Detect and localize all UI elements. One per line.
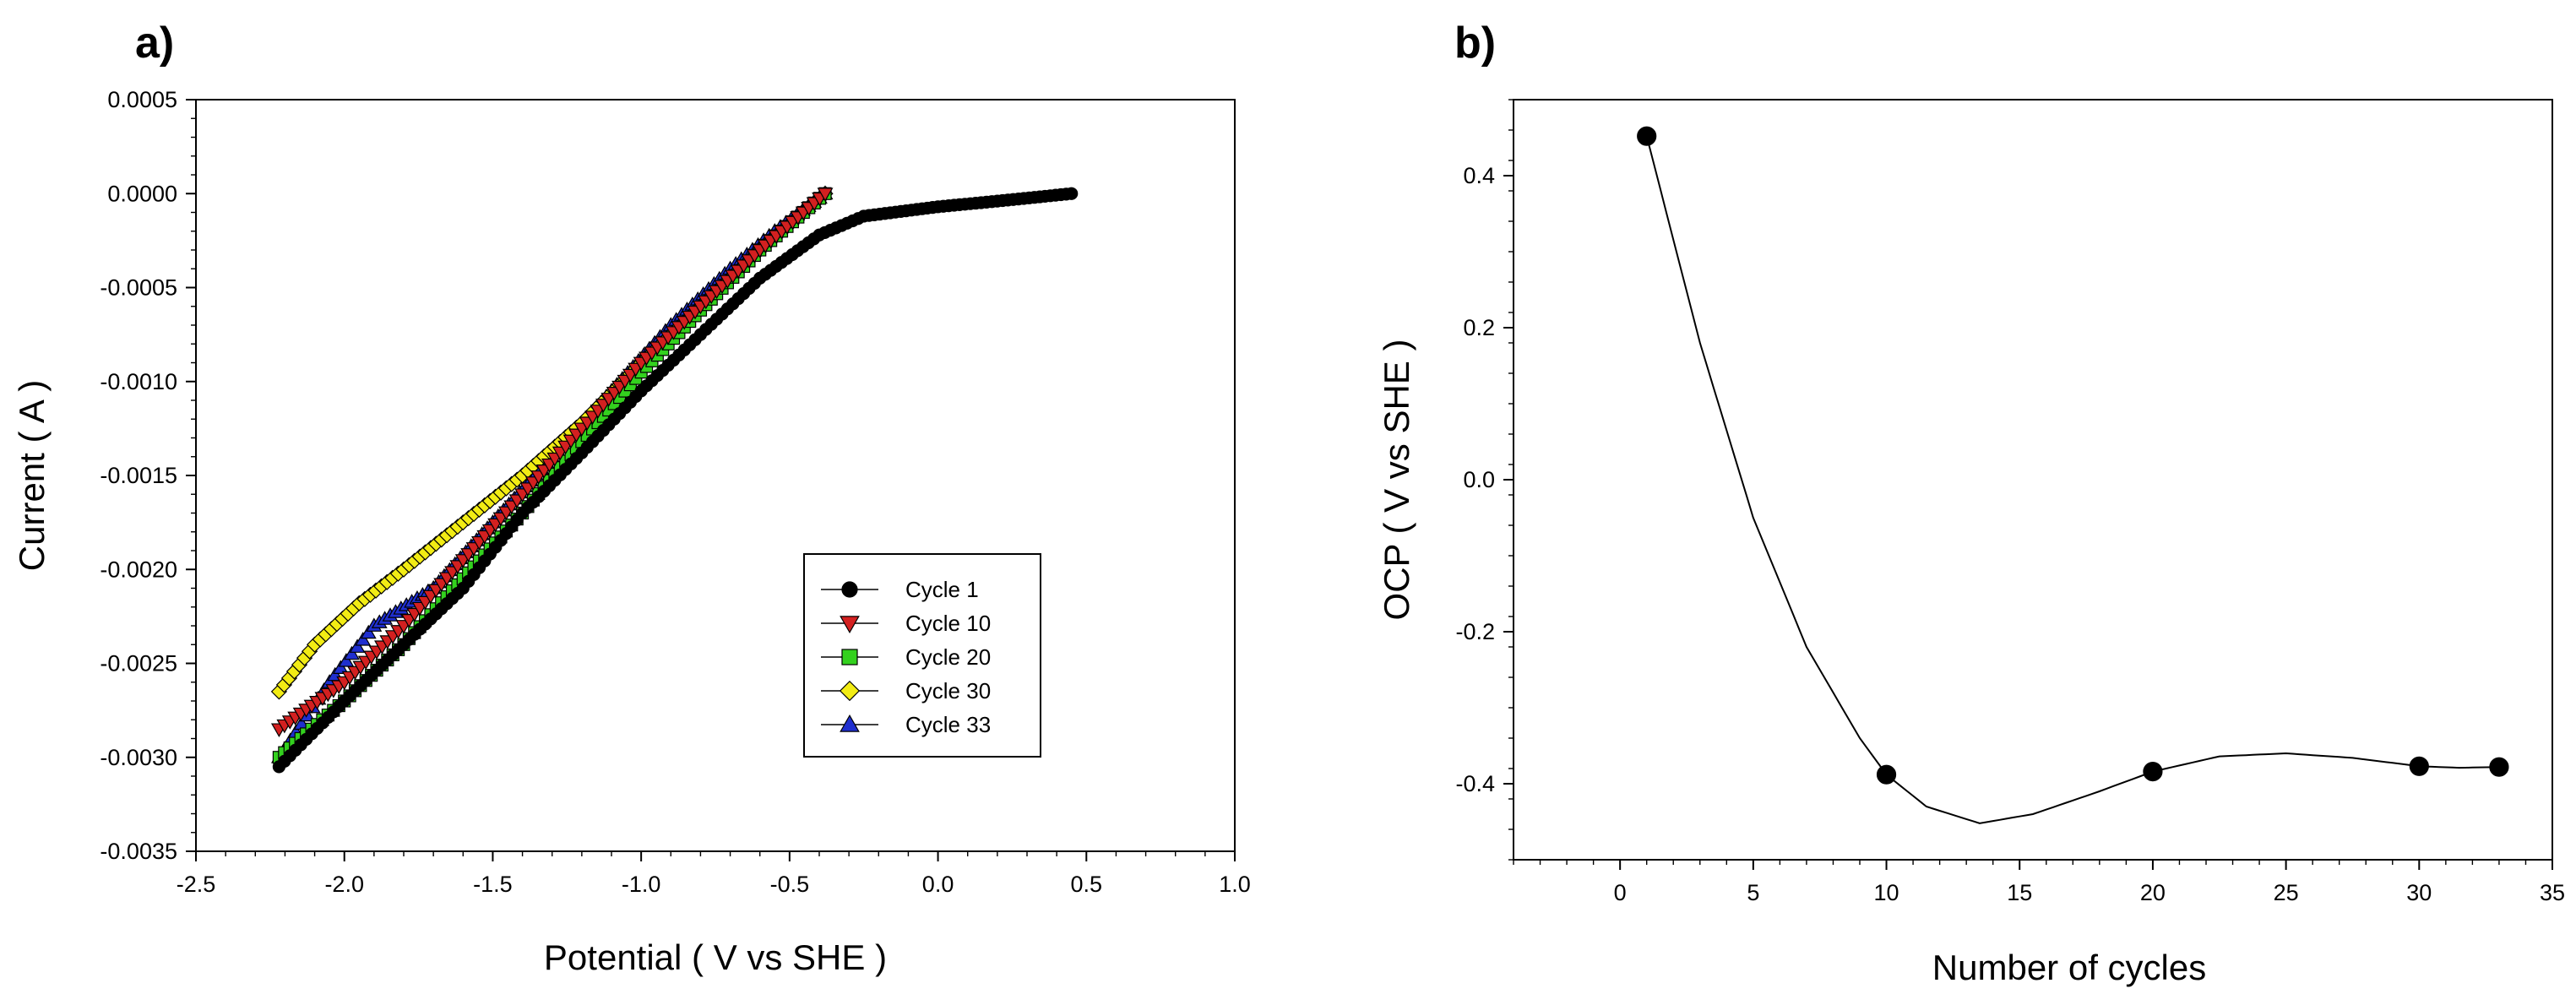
legend-label: Cycle 30 xyxy=(905,678,991,704)
b-y-tick-label: -0.2 xyxy=(1455,619,1495,644)
data-point xyxy=(1876,764,1897,785)
panel-b-label: b) xyxy=(1454,19,1496,68)
data-point xyxy=(355,632,372,646)
data-point xyxy=(360,624,377,639)
legend-item: Cycle 30 xyxy=(821,678,991,704)
a-x-tick-label: -2.0 xyxy=(324,872,364,897)
a-x-axis-title: Potential ( V vs SHE ) xyxy=(544,937,887,977)
data-point xyxy=(1065,187,1079,200)
legend-label: Cycle 1 xyxy=(905,577,979,602)
a-x-tick-label: 0.0 xyxy=(922,872,954,897)
a-y-tick-label: -0.0025 xyxy=(100,651,177,676)
data-point xyxy=(2409,756,2429,776)
b-y-tick-label: 0.0 xyxy=(1463,467,1495,492)
a-x-tick-label: -0.5 xyxy=(770,872,810,897)
legend-marker xyxy=(840,616,860,634)
data-point xyxy=(2489,757,2509,777)
legend-item: Cycle 1 xyxy=(821,577,979,602)
panel-a-label: a) xyxy=(135,19,174,68)
legend-label: Cycle 20 xyxy=(905,644,991,670)
b-x-tick-label: 35 xyxy=(2540,880,2565,905)
b-x-tick-label: 0 xyxy=(1614,880,1627,905)
b-y-axis-title: OCP ( V vs SHE ) xyxy=(1377,340,1416,621)
a-y-tick-label: -0.0035 xyxy=(100,839,177,864)
b-x-tick-label: 15 xyxy=(2007,880,2032,905)
b-y-tick-label: 0.4 xyxy=(1463,163,1495,188)
a-y-tick-label: 0.0005 xyxy=(107,87,177,112)
series-cycle-10 xyxy=(270,187,834,737)
a-y-tick-label: -0.0015 xyxy=(100,463,177,488)
a-y-axis-title: Current ( A ) xyxy=(12,380,52,571)
legend-marker xyxy=(839,680,861,702)
series-ocp xyxy=(1637,126,2509,824)
a-x-tick-label: -2.5 xyxy=(177,872,216,897)
b-y-tick-label: -0.4 xyxy=(1455,771,1495,796)
data-point xyxy=(817,187,834,202)
b-x-tick-label: 30 xyxy=(2406,880,2432,905)
series-cycle-1 xyxy=(272,187,1079,774)
a-x-tick-label: -1.5 xyxy=(473,872,513,897)
legend: Cycle 1 Cycle 10 Cycle 20 Cycle 30 Cycle 33 xyxy=(803,553,1041,758)
legend-marker xyxy=(840,714,860,732)
legend-item: Cycle 10 xyxy=(821,611,991,636)
a-x-tick-label: -1.0 xyxy=(622,872,661,897)
b-y-tick-label: 0.2 xyxy=(1463,315,1495,340)
data-point xyxy=(344,645,360,660)
panel-a-chart: -2.5 -2.0 -1.5 -1.0 -0.5 0.0 0.5 1.0 0.0005 0.000… xyxy=(12,19,1251,977)
b-x-axis-title: Number of cycles xyxy=(1932,948,2206,987)
data-point xyxy=(349,638,366,653)
legend-item: Cycle 33 xyxy=(821,712,991,737)
b-x-tick-label: 5 xyxy=(1747,880,1759,905)
b-plot-frame xyxy=(1513,99,2553,861)
a-plot-frame xyxy=(195,99,1236,852)
panel-b-chart: 0 5 10 15 20 25 30 35 0.4 0.2 0.0 -0.2 -0.4 b) Number … xyxy=(1377,19,2565,987)
a-x-tick-label: 0.5 xyxy=(1071,872,1103,897)
data-point xyxy=(332,660,349,674)
data-point xyxy=(338,653,355,667)
a-y-tick-label: -0.0005 xyxy=(100,275,177,301)
b-x-tick-label: 20 xyxy=(2140,880,2166,905)
legend-marker xyxy=(841,649,858,665)
legend-item: Cycle 20 xyxy=(821,644,991,670)
legend-label: Cycle 33 xyxy=(905,712,991,737)
data-point xyxy=(2143,761,2163,782)
b-x-tick-label: 25 xyxy=(2274,880,2299,905)
b-x-tick-label: 10 xyxy=(1874,880,1899,905)
legend-marker xyxy=(841,581,858,598)
a-y-tick-label: 0.0000 xyxy=(107,181,177,206)
legend-label: Cycle 10 xyxy=(905,611,991,636)
data-point xyxy=(1637,126,1657,146)
a-y-tick-label: -0.0010 xyxy=(100,369,177,394)
a-y-tick-label: -0.0030 xyxy=(100,745,177,770)
a-y-tick-label: -0.0020 xyxy=(100,557,177,582)
a-x-tick-label: 1.0 xyxy=(1219,872,1251,897)
ocp-curve xyxy=(1645,135,2499,824)
